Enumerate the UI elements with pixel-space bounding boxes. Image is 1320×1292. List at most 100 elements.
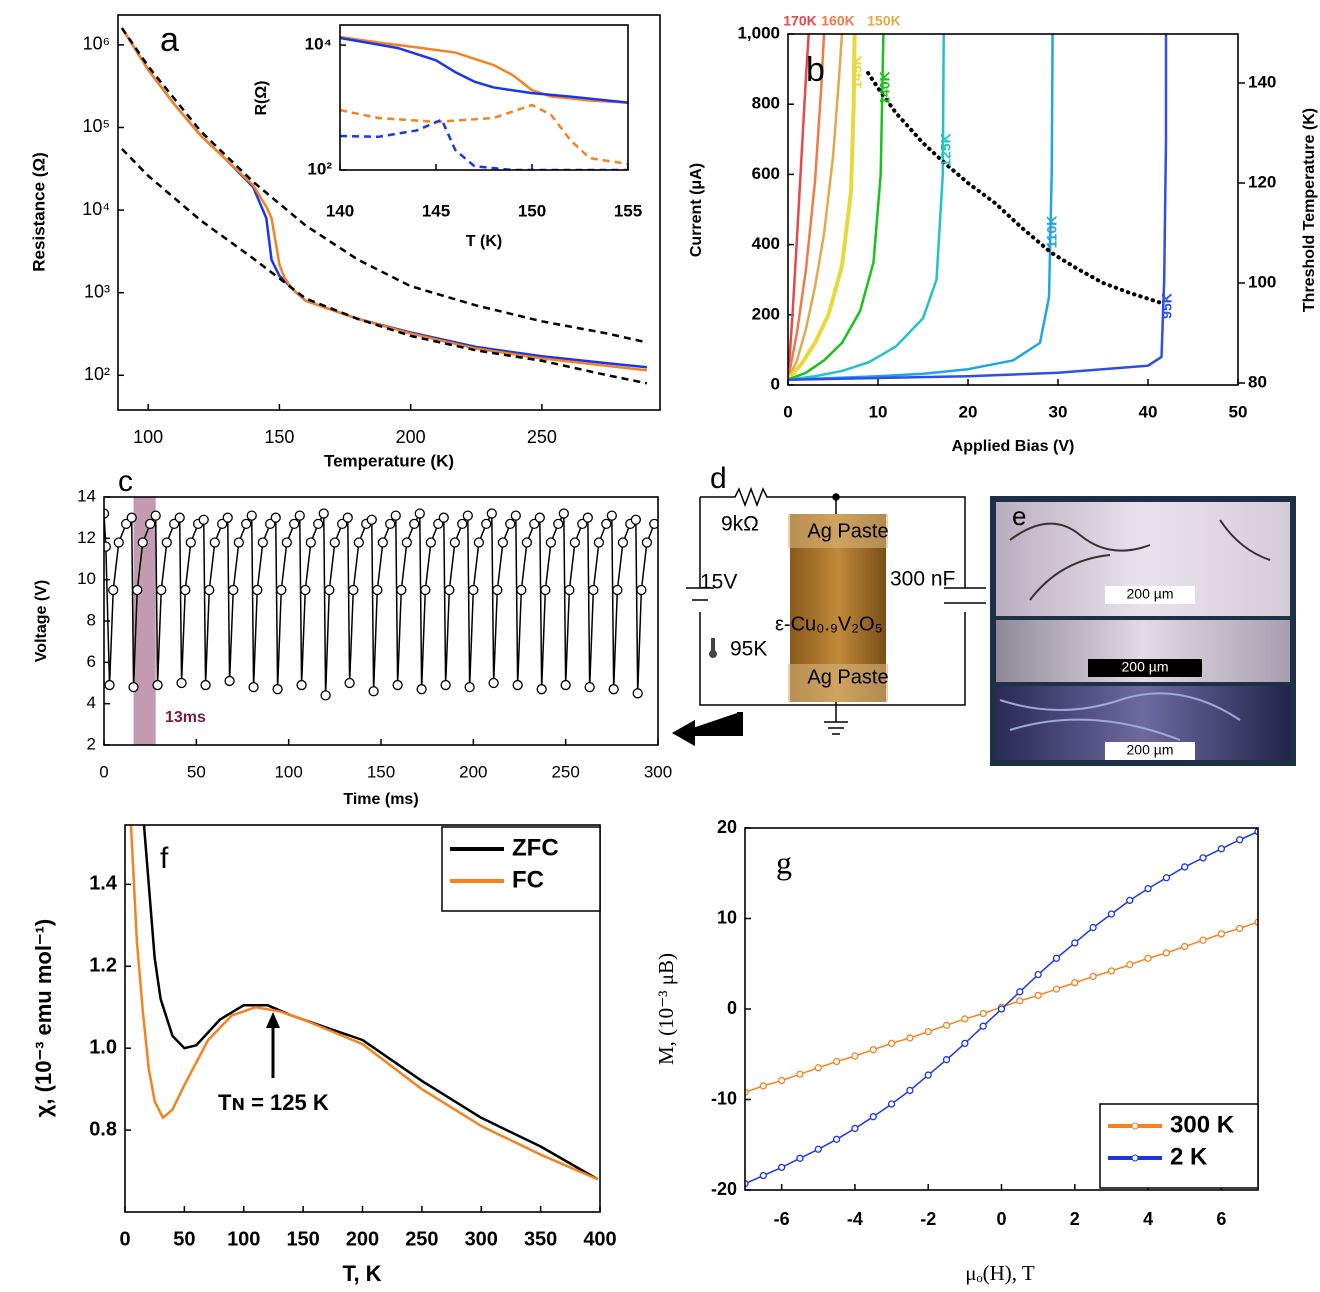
y-tick-label: 6 <box>87 652 96 671</box>
marker <box>636 584 647 596</box>
series-line <box>142 825 599 1181</box>
marker <box>481 518 492 530</box>
x-tick-label: 50 <box>173 1228 195 1250</box>
marker <box>318 508 329 519</box>
y-tick-label: 2 <box>87 734 96 753</box>
x-tick-label: 250 <box>527 427 557 447</box>
marker <box>128 681 139 693</box>
marker <box>241 518 252 530</box>
x-tick-label: 0 <box>996 1209 1006 1229</box>
x-tick-label: 150 <box>286 1228 319 1250</box>
marker <box>296 679 307 691</box>
marker <box>814 1145 822 1153</box>
capacitor-label: 300 nF <box>890 568 955 591</box>
marker <box>209 537 220 548</box>
x-tick-label: 40 <box>1139 402 1158 421</box>
series-group <box>104 508 658 701</box>
y-tick-label: 1.0 <box>89 1036 117 1058</box>
curve-label: 95K <box>1159 293 1175 319</box>
marker <box>409 518 420 530</box>
marker <box>198 514 209 525</box>
marker <box>564 584 575 596</box>
marker <box>1162 874 1171 882</box>
x-tick-label: -4 <box>847 1209 863 1229</box>
x-tick-label: -2 <box>920 1209 936 1229</box>
x-tick-label: 2 <box>1070 1209 1080 1229</box>
x-axis-label: μₒ(H), T <box>965 1261 1035 1285</box>
marker <box>536 684 547 695</box>
marker <box>979 1009 987 1018</box>
marker <box>612 584 623 596</box>
marker <box>1126 896 1134 905</box>
source-label: 15V <box>700 571 737 594</box>
marker <box>104 508 110 519</box>
marker <box>353 537 364 548</box>
marker <box>516 584 527 596</box>
marker <box>276 584 287 596</box>
marker <box>464 681 475 693</box>
marker <box>1199 854 1207 862</box>
y-tick-label: 8 <box>87 610 96 629</box>
marker <box>1181 863 1189 871</box>
marker <box>473 537 485 548</box>
series-line <box>866 71 1164 305</box>
ground <box>824 497 848 735</box>
legend-label: 300 K <box>1170 1111 1235 1138</box>
annotation: 13ms <box>165 709 206 726</box>
marker <box>887 1039 896 1048</box>
marker <box>385 518 396 530</box>
y2-tick-label: 80 <box>1248 372 1267 391</box>
chart: 0 50 100 150 200 250 300 350 400 0.8 1.0 1.2 1.4 T, K… <box>31 824 617 1286</box>
series-line <box>120 27 648 372</box>
marker <box>368 686 379 697</box>
curve-label: 170K <box>783 13 816 29</box>
y-tick-label: 1,000 <box>737 23 780 42</box>
series-line <box>121 148 648 385</box>
marker <box>324 584 335 596</box>
series-group <box>120 27 648 385</box>
legend-label: ZFC <box>512 834 559 861</box>
marker <box>540 584 551 596</box>
panel-label: c <box>118 465 133 498</box>
x-tick-label: 10 <box>869 402 888 421</box>
marker <box>176 677 187 689</box>
marker <box>630 514 641 525</box>
x-tick-label: 50 <box>1229 402 1248 421</box>
marker <box>396 584 407 596</box>
marker <box>425 537 437 548</box>
marker <box>342 512 353 523</box>
series-line <box>340 36 628 104</box>
marker <box>560 679 571 691</box>
plot-frame <box>787 33 1239 386</box>
marker <box>558 508 569 519</box>
marker <box>156 584 167 596</box>
marker <box>372 584 383 596</box>
series-line <box>340 35 628 104</box>
x-tick-label: 0 <box>99 762 108 781</box>
marker <box>185 537 196 548</box>
x-tick-label: 250 <box>405 1228 438 1250</box>
marker <box>468 584 479 596</box>
marker <box>145 518 156 530</box>
marker <box>601 518 612 530</box>
y-tick-label: -10 <box>711 1088 737 1108</box>
wire <box>700 486 966 588</box>
marker <box>906 1086 914 1095</box>
x-axis-label: T (K) <box>466 233 502 250</box>
marker <box>832 1135 841 1143</box>
x-axis-label: T, K <box>342 1261 381 1286</box>
marker <box>759 1082 767 1090</box>
y-tick-label: 10² <box>84 364 110 384</box>
y-tick-label: 4 <box>87 693 96 712</box>
series-line <box>788 34 945 381</box>
marker <box>366 514 377 525</box>
marker <box>449 537 461 548</box>
plot-frame <box>103 496 659 746</box>
marker <box>272 684 283 695</box>
marker <box>584 681 595 693</box>
marker <box>300 584 311 596</box>
marker <box>1052 985 1061 993</box>
marker <box>608 684 619 695</box>
scale-bar <box>1105 742 1195 760</box>
chart: 0 10 20 30 40 50 0 200 400 600 800 1,000 80 100 120 140… <box>688 13 1318 456</box>
